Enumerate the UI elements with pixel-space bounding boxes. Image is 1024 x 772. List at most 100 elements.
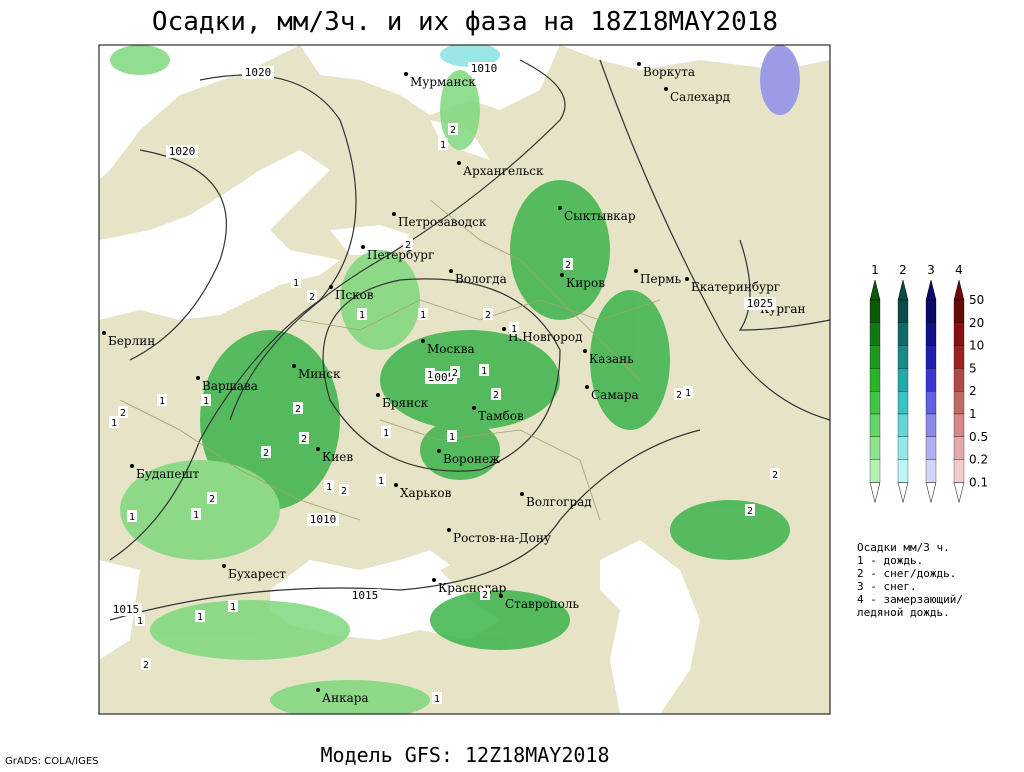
phase-mark: 2 [209, 494, 215, 505]
legend-swatch [953, 322, 965, 346]
city-label: Анкара [322, 691, 369, 705]
city-dot [583, 349, 587, 353]
phase-mark: 1 [383, 428, 389, 439]
legend-swatch [953, 436, 965, 460]
phase-mark: 2 [450, 125, 456, 136]
city-label: Архангельск [463, 164, 544, 178]
legend-phase: 1 [871, 263, 879, 277]
city-label: Минск [298, 367, 341, 381]
isobar-label: 1015 [352, 589, 379, 602]
phase-mark: 1 [481, 366, 487, 377]
legend-swatch [869, 299, 881, 323]
city-label: Воркута [643, 65, 695, 79]
city-dot [329, 285, 333, 289]
city-dot [634, 269, 638, 273]
city-dot [316, 447, 320, 451]
phase-mark-bg [357, 308, 367, 320]
legend-cap-bottom [925, 482, 937, 503]
legend-level: 0.5 [969, 430, 988, 444]
city-label: Киев [322, 450, 353, 464]
map: Мурманск Воркута Салехард Архангельск Петроз… [99, 45, 830, 714]
legend-note: 4 - замерзающий/ [857, 593, 963, 606]
phase-mark-bg [480, 588, 490, 600]
phase-mark: 2 [493, 390, 499, 401]
city-dot [457, 161, 461, 165]
legend-swatch [953, 391, 965, 415]
city-label: Псков [335, 288, 374, 302]
phase-mark: 1 [293, 278, 299, 289]
legend-swatch [953, 413, 965, 437]
legend-cap-top [953, 279, 965, 301]
legend-swatch [869, 322, 881, 346]
city-dot [361, 245, 365, 249]
legend-phase: 2 [899, 263, 907, 277]
city-label: Самара [591, 388, 639, 402]
phase-mark: 2 [309, 292, 315, 303]
legend-level: 0.1 [969, 475, 988, 489]
isobar-label: 1025 [747, 297, 774, 310]
city-label: Салехард [670, 90, 730, 104]
city-label: Вологда [455, 272, 507, 286]
phase-mark-bg [299, 432, 309, 444]
phase-mark-bg [509, 322, 519, 334]
city-dot [102, 331, 106, 335]
legend-cap-bottom [869, 482, 881, 503]
phase-mark: 2 [452, 368, 458, 379]
legend-swatch [897, 436, 909, 460]
footer-credit: GrADS: COLA/IGES [5, 756, 99, 767]
legend-swatch [925, 391, 937, 415]
city-dot [447, 528, 451, 532]
phase-mark-bg [207, 492, 217, 504]
legend-swatch [897, 459, 909, 483]
city-label: Воронеж [443, 452, 500, 466]
phase-mark: 1 [449, 432, 455, 443]
legend-swatch [897, 345, 909, 369]
legend-note: Осадки мм/3 ч. [857, 541, 950, 554]
legend-level: 5 [969, 361, 977, 375]
legend-swatch [897, 299, 909, 323]
phase-mark-bg [339, 484, 349, 496]
phase-mark-bg [425, 368, 435, 380]
phase-mark-bg [381, 426, 391, 438]
legend-note: 2 - снег/дождь. [857, 567, 956, 580]
city-label: Казань [589, 352, 634, 366]
legend-cap-bottom [897, 482, 909, 503]
legend-swatch [869, 436, 881, 460]
city-label: Сыктывкар [564, 209, 636, 223]
legend-swatch [925, 345, 937, 369]
city-label: Краснодар [438, 581, 507, 595]
phase-mark-bg [376, 474, 386, 486]
phase-mark: 2 [482, 590, 488, 601]
isobar-label: 1020 [245, 66, 272, 79]
legend-swatch [925, 368, 937, 392]
phase-mark-bg [293, 402, 303, 414]
isobar-label-bg [110, 603, 142, 616]
phase-mark-bg [291, 276, 301, 288]
isobar-label-bg [349, 589, 381, 602]
city-label: Киров [566, 276, 605, 290]
phase-mark-bg [432, 692, 442, 704]
title: Осадки, мм/3ч. и их фаза на 18Z18MAY2018 [152, 7, 778, 37]
city-dot [685, 277, 689, 281]
phase-mark: 2 [301, 434, 307, 445]
phase-mark-bg [228, 600, 238, 612]
legend-swatch [897, 322, 909, 346]
phase-mark: 2 [263, 448, 269, 459]
legend-cap-top [897, 279, 909, 301]
isobar-label-bg [744, 297, 776, 310]
legend-swatch [925, 436, 937, 460]
legend-swatch [869, 368, 881, 392]
phase-mark: 2 [295, 404, 301, 415]
phase-mark-bg [418, 308, 428, 320]
city-label: Будапешт [136, 467, 200, 481]
city-dot [664, 87, 668, 91]
city-dot [292, 364, 296, 368]
phase-mark: 1 [203, 396, 209, 407]
phase-mark-bg [403, 238, 413, 250]
city-dot [472, 406, 476, 410]
phase-mark: 1 [440, 140, 446, 151]
legend-swatch [953, 368, 965, 392]
city-dot [502, 327, 506, 331]
phase-mark: 2 [747, 506, 753, 517]
isobar-label-bg [242, 66, 274, 79]
